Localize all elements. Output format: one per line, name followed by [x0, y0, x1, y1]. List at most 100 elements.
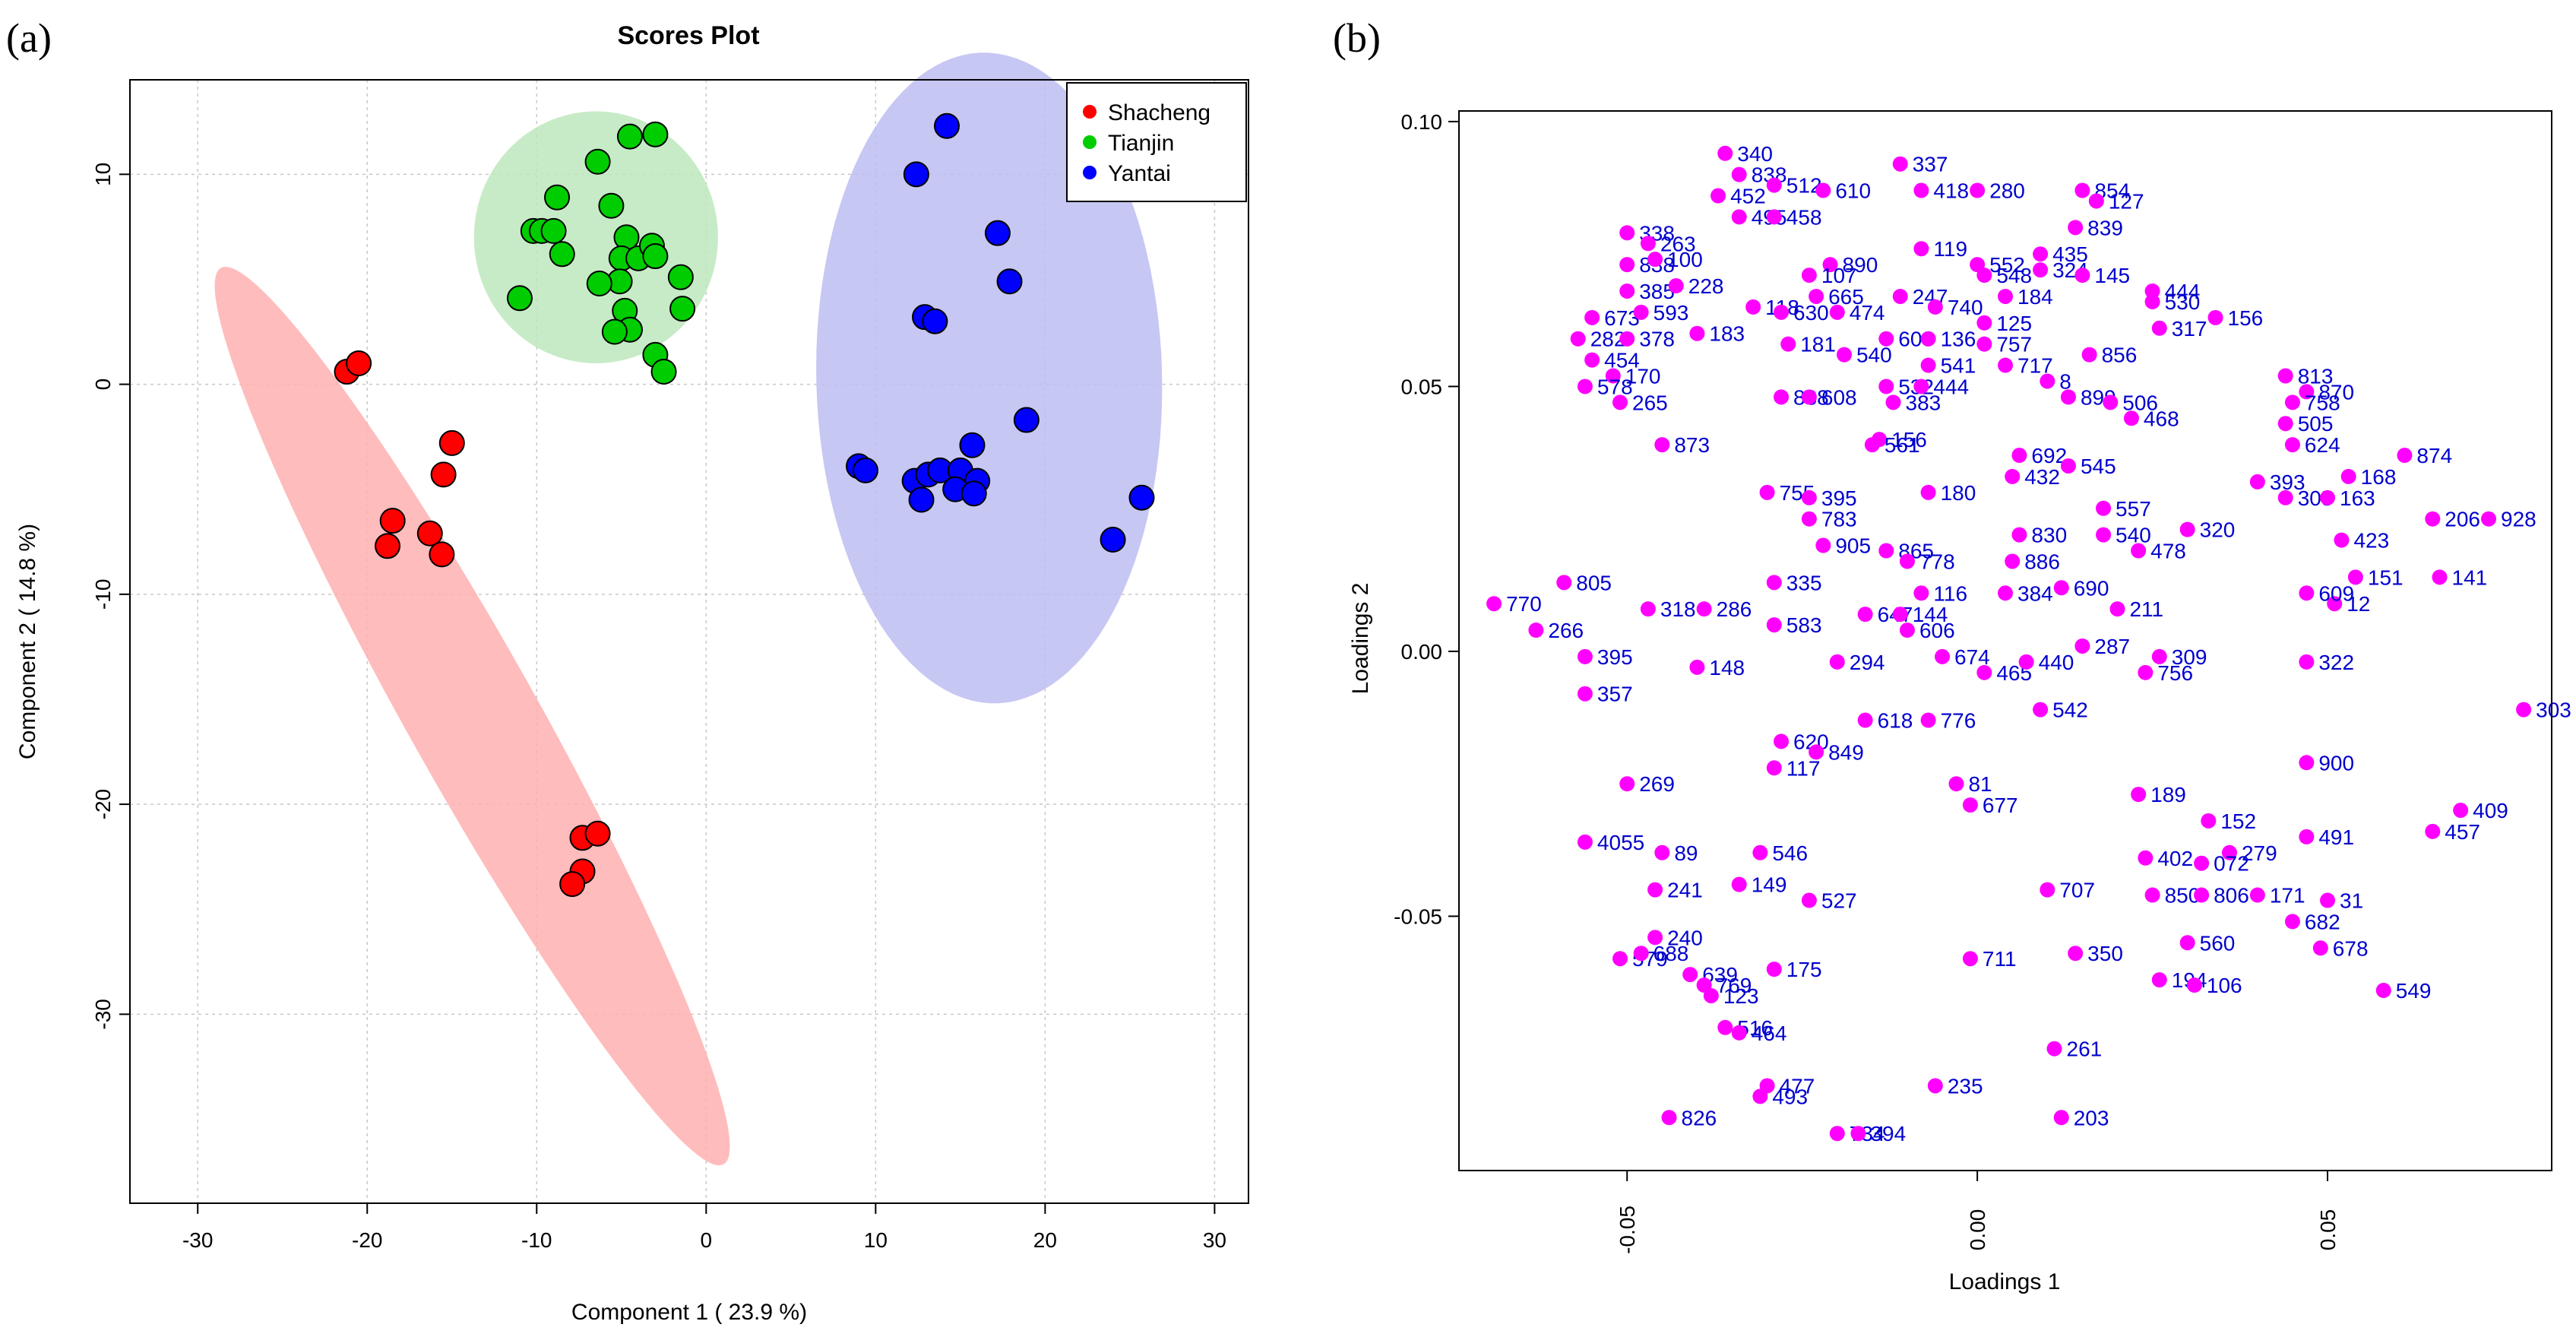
loading-point: 540 — [1836, 344, 1892, 367]
loading-point: 854 — [2074, 179, 2130, 203]
loading-label: 870 — [2318, 380, 2354, 404]
point-tianjin — [598, 192, 625, 219]
loading-point: 630 — [1774, 301, 1829, 325]
loadings-plot-frame — [1458, 110, 2552, 1171]
loading-point: 682 — [2284, 910, 2340, 933]
loading-marker — [2109, 601, 2125, 617]
loading-label: 769 — [1717, 974, 1752, 997]
loading-label: 677 — [1983, 794, 2018, 817]
loading-marker — [1584, 309, 1600, 325]
point-shacheng — [346, 350, 372, 376]
loading-label: 89 — [1674, 841, 1698, 865]
loading-label: 144 — [1913, 603, 1948, 626]
loading-point: 593 — [1633, 301, 1688, 325]
loading-label: 805 — [1576, 571, 1612, 594]
legend-marker-shacheng — [1083, 105, 1097, 119]
x-tick-label: 0 — [701, 1228, 713, 1252]
loading-point: 478 — [2131, 540, 2186, 563]
loading-point: 849 — [1809, 740, 1864, 764]
loading-label: 402 — [2157, 847, 2193, 870]
loading-marker — [2138, 850, 2154, 866]
loading-label: 900 — [2318, 751, 2354, 775]
loading-label: 432 — [2024, 465, 2060, 489]
loading-label: 849 — [1828, 740, 1864, 764]
loading-label: 477 — [1780, 1074, 1815, 1098]
loading-point: 320 — [2179, 518, 2236, 542]
loading-label: 618 — [1878, 709, 1913, 733]
loading-label: 241 — [1667, 879, 1703, 902]
loading-point: 189 — [2131, 783, 2186, 806]
loading-point: 900 — [2299, 751, 2354, 775]
x-tick-label: -0.05 — [1616, 1206, 1639, 1254]
loading-point: 560 — [2179, 931, 2235, 955]
loading-marker — [2131, 543, 2147, 559]
loading-point: 830 — [2011, 524, 2067, 547]
loading-marker — [2060, 389, 2076, 405]
loading-label: 394 — [1870, 1122, 1906, 1145]
loading-marker — [2432, 569, 2448, 585]
loading-point: 181 — [1780, 333, 1836, 356]
loading-marker — [2005, 553, 2021, 569]
loading-label: 183 — [1709, 322, 1745, 346]
loading-marker — [2194, 887, 2210, 903]
loading-marker — [2011, 448, 2027, 464]
loading-point: 309 — [2151, 645, 2207, 669]
loading-marker — [1913, 585, 1929, 601]
point-yantai — [996, 268, 1023, 295]
loading-marker — [2320, 892, 2336, 908]
loading-marker — [1780, 336, 1796, 352]
loading-marker — [1668, 278, 1684, 294]
loading-label: 123 — [1723, 984, 1759, 1008]
loading-label: 320 — [2200, 518, 2236, 542]
loading-marker — [1857, 607, 1873, 623]
loading-point: 734 — [1829, 1122, 1885, 1145]
loading-marker — [2334, 532, 2350, 548]
loading-label: 072 — [2214, 852, 2249, 876]
loading-label: 688 — [1654, 942, 1689, 965]
loading-point: 870 — [2299, 380, 2354, 404]
loading-marker — [1829, 1126, 1845, 1142]
point-shacheng — [379, 508, 406, 534]
loading-point: 905 — [1815, 534, 1871, 558]
loading-marker — [1976, 315, 1992, 331]
loading-marker — [1619, 257, 1635, 273]
loading-label: 530 — [2165, 290, 2201, 314]
loading-label: 337 — [1913, 153, 1948, 176]
loading-marker — [1640, 601, 1656, 617]
loading-marker — [2375, 983, 2391, 999]
loading-label: 678 — [2333, 936, 2369, 960]
loading-point: 145 — [2074, 264, 2130, 287]
loading-label: 512 — [1786, 174, 1822, 198]
loading-label: 265 — [1632, 391, 1668, 414]
loading-label: 286 — [1717, 597, 1752, 621]
point-tianjin — [601, 318, 628, 345]
loading-point: 127 — [2088, 189, 2144, 213]
loading-label: 630 — [1793, 301, 1829, 325]
loading-marker — [1486, 596, 1502, 612]
loading-point: 31 — [2320, 889, 2363, 913]
loadings-y-axis-ticks: 0.10 0.05 0.00 -0.05 — [1394, 110, 1459, 928]
loading-label: 409 — [2473, 799, 2508, 822]
loading-point: 317 — [2151, 317, 2207, 341]
loading-point: 690 — [2053, 576, 2109, 600]
loading-point: 423 — [2334, 529, 2389, 553]
loading-label: 435 — [2052, 242, 2088, 266]
loading-point: 180 — [1920, 481, 1976, 505]
loading-marker — [2033, 702, 2049, 718]
y-tick-label: -20 — [91, 789, 115, 819]
loading-label: 294 — [1850, 651, 1885, 674]
ellipse-tianjin — [473, 111, 718, 363]
loading-label: 125 — [1996, 312, 2032, 335]
loading-point: 677 — [1962, 794, 2018, 817]
loading-point: 350 — [2068, 942, 2123, 965]
loading-label: 151 — [2368, 566, 2404, 589]
loading-label: 624 — [2305, 433, 2340, 457]
loading-label: 261 — [2067, 1038, 2103, 1061]
legend-item-yantai: Yantai — [1083, 161, 1171, 186]
loading-label: 350 — [2087, 942, 2123, 965]
loading-marker — [1619, 283, 1635, 299]
legend-item-tianjin: Tianjin — [1083, 131, 1174, 156]
loading-label: 152 — [2220, 809, 2256, 833]
y-tick-label: 0 — [91, 379, 115, 391]
loading-marker — [1815, 537, 1831, 553]
